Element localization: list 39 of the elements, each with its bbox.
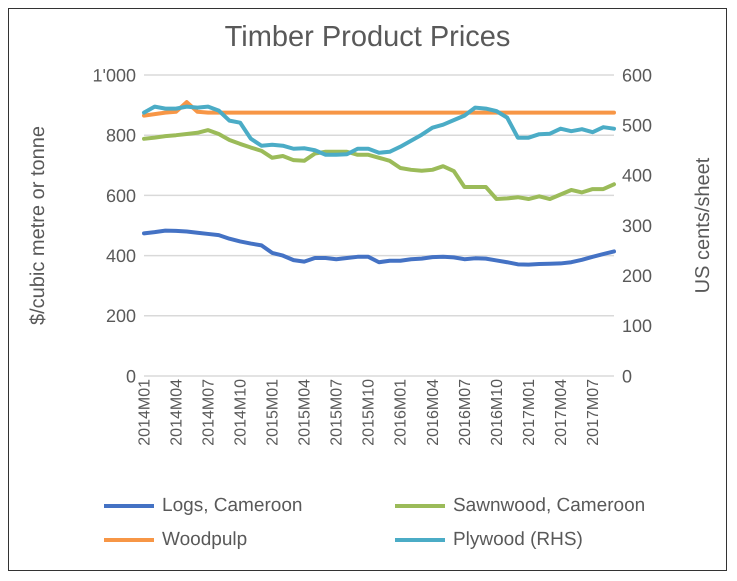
y-tick-label: 1'000 (92, 65, 136, 86)
y2-tick-label: 500 (622, 116, 652, 136)
y-tick-label: 600 (106, 186, 136, 206)
line-series (142, 100, 616, 118)
line-series (142, 128, 616, 202)
x-tick-label: 2015M10 (360, 378, 378, 446)
y-tick-label: 800 (106, 126, 136, 146)
line-series (142, 228, 616, 267)
x-tick-label: 2015M04 (296, 378, 314, 446)
y-tick-label: 400 (106, 246, 136, 266)
y-tick-label: 0 (126, 366, 136, 386)
x-tick-label: 2017M01 (520, 378, 538, 446)
y-axis-title: $/cubic metre or tonne (27, 126, 50, 325)
chart-title: Timber Product Prices (224, 20, 512, 55)
y2-tick-label: 400 (622, 166, 652, 186)
x-tick-label: 2015M07 (328, 378, 346, 446)
x-tick-label: 2014M04 (168, 378, 186, 446)
x-tick-label: 2014M07 (200, 378, 218, 446)
y2-tick-label: 100 (622, 316, 652, 336)
x-tick-label: 2016M04 (424, 378, 442, 446)
x-tick-label: 2017M07 (584, 378, 602, 446)
legend-label: Plywood (RHS) (453, 529, 583, 551)
legend-label: Woodpulp (162, 529, 248, 551)
x-tick-label: 2017M04 (552, 378, 570, 446)
y2-tick-label: 0 (622, 366, 632, 386)
x-tick-label: 2016M07 (456, 378, 474, 446)
x-tick-label: 2016M01 (392, 378, 410, 446)
y-tick-label: 200 (106, 306, 136, 326)
y2-tick-label: 600 (622, 65, 652, 86)
y2-tick-label: 200 (622, 266, 652, 286)
x-tick-label: 2014M01 (136, 378, 154, 446)
y2-tick-label: 300 (622, 216, 652, 236)
x-tick-label: 2016M10 (488, 378, 506, 446)
legend-label: Sawnwood, Cameroon (453, 495, 646, 517)
y2-axis-title: US cents/sheet (692, 157, 714, 294)
x-tick-label: 2015M01 (264, 378, 282, 446)
line-series (142, 104, 616, 157)
legend-label: Logs, Cameroon (162, 495, 302, 517)
x-tick-label: 2014M10 (232, 378, 250, 446)
